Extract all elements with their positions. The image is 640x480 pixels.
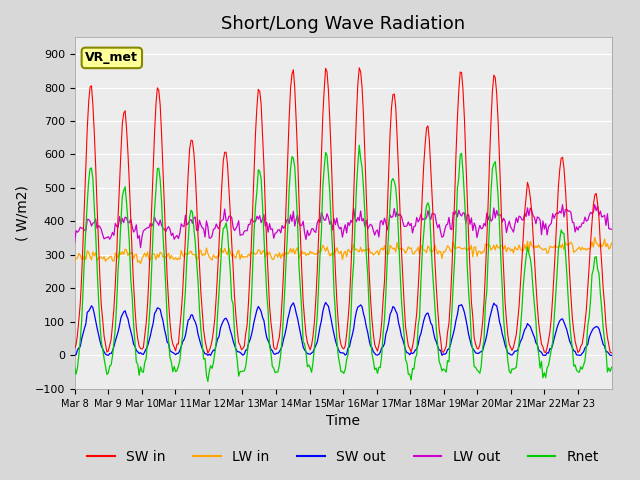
Title: Short/Long Wave Radiation: Short/Long Wave Radiation — [221, 15, 465, 33]
Y-axis label: ( W/m2): ( W/m2) — [15, 185, 29, 241]
X-axis label: Time: Time — [326, 414, 360, 428]
Text: VR_met: VR_met — [85, 51, 138, 64]
Legend: SW in, LW in, SW out, LW out, Rnet: SW in, LW in, SW out, LW out, Rnet — [82, 444, 605, 470]
